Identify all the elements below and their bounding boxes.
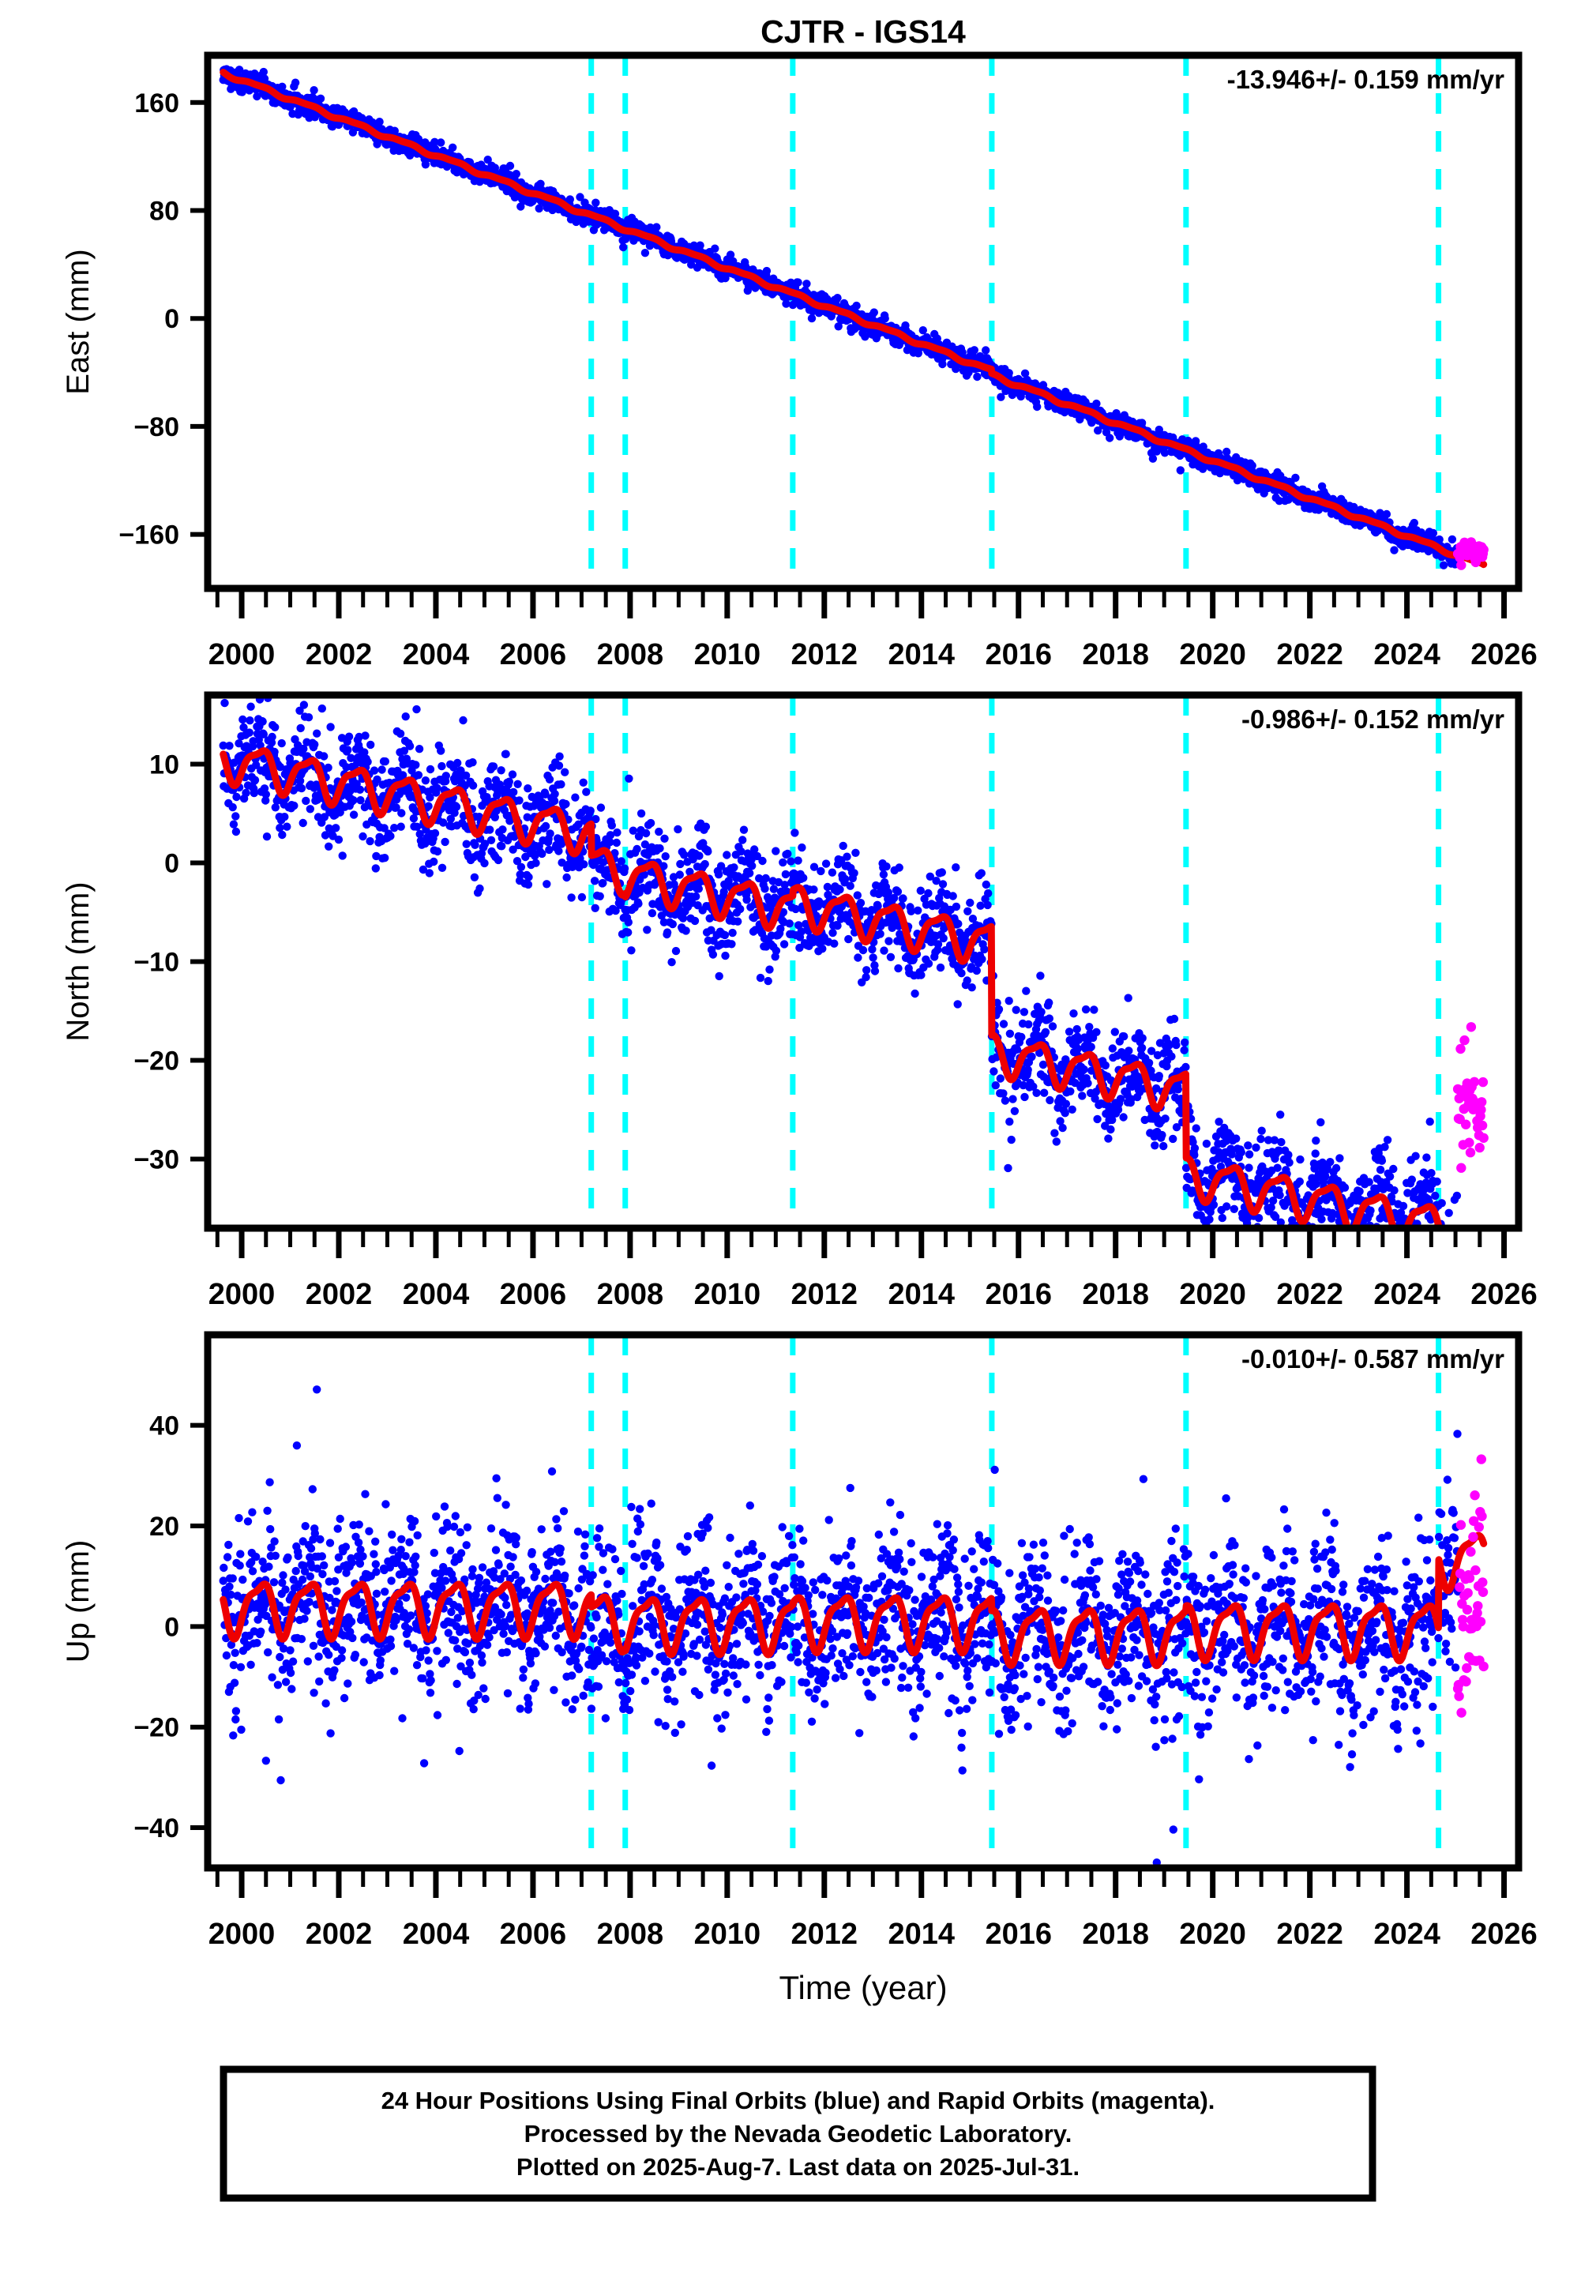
y-tick-label: 80 [149, 197, 179, 227]
rate-annotation: -0.010+/- 0.587 mm/yr [1241, 1344, 1504, 1373]
x-tick-label: 2018 [1082, 1918, 1149, 1951]
y-tick-label: 0 [164, 849, 179, 879]
x-tick-label: 2008 [597, 1918, 664, 1951]
plot-area [220, 55, 1489, 588]
x-tick-label: 2022 [1276, 1918, 1343, 1951]
x-tick-label: 2006 [500, 638, 567, 671]
x-tick-label: 2000 [208, 1278, 276, 1311]
y-tick-label: −80 [133, 412, 179, 442]
plot-area [220, 1335, 1489, 1868]
y-tick-label: 20 [149, 1512, 179, 1542]
x-tick-label: 2006 [500, 1918, 567, 1951]
x-tick-label: 2002 [306, 638, 373, 671]
x-axis-label: Time (year) [779, 1969, 947, 2006]
x-tick-label: 2016 [985, 1918, 1052, 1951]
caption-box: 24 Hour Positions Using Final Orbits (bl… [223, 2069, 1373, 2198]
x-tick-label: 2016 [985, 1278, 1052, 1311]
y-axis-label: North (mm) [61, 881, 96, 1041]
x-tick-label: 2024 [1373, 638, 1440, 671]
rapid-orbit-scatter [1453, 1022, 1489, 1173]
x-tick-label: 2026 [1470, 1918, 1538, 1951]
x-tick-label: 2026 [1470, 1278, 1538, 1311]
caption-line2: Processed by the Nevada Geodetic Laborat… [524, 2120, 1072, 2148]
x-tick-label: 2020 [1179, 1918, 1246, 1951]
x-tick-label: 2020 [1179, 1278, 1246, 1311]
y-tick-label: −160 [118, 520, 179, 551]
x-tick-label: 2014 [888, 638, 956, 671]
x-tick-label: 2000 [208, 1918, 276, 1951]
final-orbit-scatter [220, 1385, 1463, 1866]
x-tick-label: 2016 [985, 638, 1052, 671]
y-tick-label: 10 [149, 750, 179, 780]
x-tick-label: 2002 [306, 1278, 373, 1311]
y-tick-label: −10 [133, 948, 179, 978]
y-tick-label: 40 [149, 1411, 179, 1441]
x-tick-label: 2008 [597, 638, 664, 671]
x-tick-label: 2024 [1373, 1278, 1440, 1311]
caption-line1: 24 Hour Positions Using Final Orbits (bl… [381, 2087, 1215, 2114]
x-tick-label: 2022 [1276, 1278, 1343, 1311]
rate-annotation: -13.946+/- 0.159 mm/yr [1227, 65, 1504, 94]
x-tick-label: 2000 [208, 638, 276, 671]
y-tick-label: −40 [133, 1813, 179, 1843]
x-tick-label: 2006 [500, 1278, 567, 1311]
up-panel: 40 20 0 −20 −40 2000 2002 2004 2006 2008 2010 2012 2… [61, 1335, 1538, 2006]
rate-annotation: -0.986+/- 0.152 mm/yr [1241, 705, 1504, 734]
y-tick-label: 160 [134, 88, 179, 118]
y-axis-label: Up (mm) [61, 1540, 96, 1663]
x-tick-label: 2024 [1373, 1918, 1440, 1951]
figure-title: CJTR - IGS14 [760, 13, 966, 50]
x-tick-label: 2012 [791, 1918, 858, 1951]
x-tick-label: 2014 [888, 1918, 956, 1951]
x-tick-label: 2012 [791, 638, 858, 671]
x-tick-label: 2018 [1082, 1278, 1149, 1311]
x-tick-label: 2004 [403, 1278, 470, 1311]
caption-line3: Plotted on 2025-Aug-7. Last data on 2025… [516, 2153, 1080, 2181]
x-tick-label: 2018 [1082, 638, 1149, 671]
plot-area [220, 694, 1489, 1269]
rapid-orbit-scatter [1453, 1454, 1489, 1717]
x-tick-label: 2002 [306, 1918, 373, 1951]
y-tick-label: 0 [164, 304, 179, 334]
east-panel: 160 80 0 −80 −160 2000 2002 2004 2006 2008 2010 201… [61, 55, 1538, 671]
x-tick-label: 2026 [1470, 638, 1538, 671]
y-tick-label: −20 [133, 1047, 179, 1077]
final-orbit-scatter [220, 694, 1462, 1248]
x-tick-label: 2020 [1179, 638, 1246, 671]
model-fit-line [223, 73, 1484, 565]
x-tick-label: 2010 [694, 638, 761, 671]
x-tick-label: 2014 [888, 1278, 956, 1311]
y-tick-label: −30 [133, 1145, 179, 1175]
x-tick-label: 2010 [694, 1918, 761, 1951]
y-tick-label: 0 [164, 1612, 179, 1642]
x-tick-label: 2004 [403, 1918, 470, 1951]
x-tick-label: 2022 [1276, 638, 1343, 671]
x-tick-label: 2008 [597, 1278, 664, 1311]
x-tick-label: 2004 [403, 638, 470, 671]
y-axis-label: East (mm) [61, 249, 96, 394]
y-tick-label: −20 [133, 1713, 179, 1743]
x-tick-label: 2010 [694, 1278, 761, 1311]
north-panel: 10 0 −10 −20 −30 2000 2002 2004 2006 2008 2010 2012… [61, 694, 1538, 1311]
x-tick-label: 2012 [791, 1278, 858, 1311]
